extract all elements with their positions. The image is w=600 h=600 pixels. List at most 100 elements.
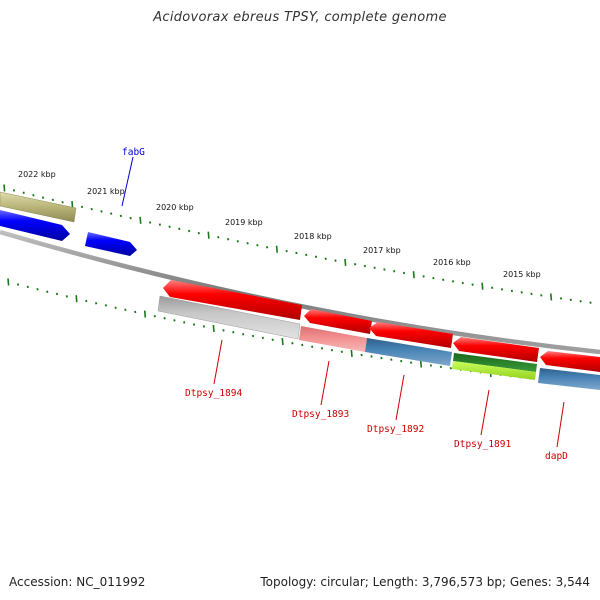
steelblue-feature-1 xyxy=(365,338,452,366)
upper-minor-tick xyxy=(61,200,64,204)
dtpsy-1891-leader-line xyxy=(480,389,490,436)
scale-label-2022: 2022 kbp xyxy=(18,170,56,179)
accession-text: Accession: NC_011992 xyxy=(9,575,146,589)
upper-major-tick xyxy=(207,231,210,239)
lower-minor-tick xyxy=(192,323,196,326)
lower-minor-tick xyxy=(330,348,334,352)
upper-minor-tick xyxy=(383,268,386,271)
olive-feature xyxy=(0,191,77,223)
lower-minor-tick xyxy=(291,342,294,345)
upper-minor-tick xyxy=(295,251,298,255)
upper-minor-tick xyxy=(569,298,572,302)
lower-minor-tick xyxy=(301,343,304,347)
lower-major-tick xyxy=(75,295,78,303)
upper-tick-ring xyxy=(3,184,592,304)
dtpsy-1893-gene-arrow xyxy=(304,309,372,334)
upper-minor-tick xyxy=(559,297,563,300)
upper-minor-tick xyxy=(51,198,55,202)
map-title: Acidovorax ebreus TPSY, complete genome xyxy=(153,10,447,25)
lower-major-tick xyxy=(281,337,284,346)
upper-minor-tick xyxy=(540,294,543,297)
lower-major-tick xyxy=(143,310,147,318)
upper-minor-tick xyxy=(187,229,191,233)
lower-minor-tick xyxy=(390,358,393,361)
lower-minor-tick xyxy=(340,350,343,353)
lower-minor-tick xyxy=(153,315,156,318)
upper-minor-tick xyxy=(324,257,327,260)
lower-minor-tick xyxy=(370,355,373,358)
gene-label-fabg[interactable]: fabG xyxy=(122,147,145,158)
lower-minor-tick xyxy=(222,329,225,332)
upper-minor-tick xyxy=(314,255,318,259)
lime-feature xyxy=(452,361,536,380)
upper-minor-tick xyxy=(471,283,474,286)
gene-label-dtpsy-1893[interactable]: Dtpsy_1893 xyxy=(292,409,349,420)
lower-minor-tick xyxy=(163,317,166,320)
upper-minor-tick xyxy=(334,259,337,262)
upper-minor-tick xyxy=(226,238,230,241)
upper-major-tick xyxy=(3,184,6,192)
lower-major-tick xyxy=(350,349,353,357)
upper-minor-tick xyxy=(32,193,35,197)
upper-minor-tick xyxy=(530,292,533,296)
gene-label-dtpsy-1894[interactable]: Dtpsy_1894 xyxy=(185,388,242,399)
upper-minor-tick xyxy=(256,244,259,247)
lower-minor-tick xyxy=(46,290,49,293)
lower-minor-tick xyxy=(439,365,443,369)
dapd-leader-line xyxy=(556,401,565,448)
dtpsy-1893-leader-line xyxy=(320,360,330,406)
upper-minor-tick xyxy=(432,276,435,280)
lower-minor-tick xyxy=(85,299,88,303)
upper-minor-tick xyxy=(491,286,494,290)
upper-minor-tick xyxy=(461,281,464,285)
lower-minor-tick xyxy=(261,336,265,340)
lower-minor-tick xyxy=(114,306,117,309)
lower-minor-tick xyxy=(232,331,235,334)
upper-minor-tick xyxy=(197,231,200,235)
upper-major-tick xyxy=(481,282,484,290)
forward-gene-arrow xyxy=(0,210,70,241)
upper-minor-tick xyxy=(579,299,582,303)
lower-minor-tick xyxy=(449,367,452,370)
lower-minor-tick xyxy=(124,308,127,312)
dtpsy-1892-gene-arrow xyxy=(369,322,453,348)
scale-label-2020: 2020 kbp xyxy=(156,203,194,212)
lower-minor-tick xyxy=(183,321,186,324)
upper-minor-tick xyxy=(500,288,504,291)
steelblue-feature-2 xyxy=(538,368,600,390)
gene-label-dapd[interactable]: dapD xyxy=(545,451,568,462)
green-feature xyxy=(453,353,537,372)
pink-feature xyxy=(299,326,367,352)
upper-minor-tick xyxy=(451,280,455,283)
scale-label-2018: 2018 kbp xyxy=(294,232,332,241)
scale-label-2015: 2015 kbp xyxy=(503,270,541,279)
fabg-leader-line xyxy=(121,156,134,207)
scale-labels: 2022 kbp 2021 kbp 2020 kbp 2019 kbp 2018… xyxy=(18,170,541,279)
lower-minor-tick xyxy=(311,345,314,348)
upper-minor-tick xyxy=(589,301,592,304)
lower-minor-tick xyxy=(65,295,68,298)
dtpsy-1891-gene-arrow xyxy=(453,337,539,362)
lower-minor-tick xyxy=(94,301,98,305)
lower-minor-tick xyxy=(55,292,59,296)
upper-major-tick xyxy=(275,245,278,253)
upper-minor-tick xyxy=(265,245,269,249)
lower-minor-tick xyxy=(409,361,413,364)
upper-minor-tick xyxy=(217,235,220,239)
upper-minor-tick xyxy=(393,270,396,273)
lower-minor-tick xyxy=(380,356,383,360)
upper-minor-tick xyxy=(402,271,406,275)
genome-summary-text: Topology: circular; Length: 3,796,573 bp… xyxy=(260,575,590,589)
upper-minor-tick xyxy=(41,196,45,199)
lower-minor-tick xyxy=(104,304,108,307)
dtpsy-1894-gene-arrow xyxy=(163,280,302,320)
upper-minor-tick xyxy=(22,191,25,195)
upper-major-tick xyxy=(139,216,142,224)
dtpsy-1892-leader-line xyxy=(395,374,405,421)
gene-label-dtpsy-1892[interactable]: Dtpsy_1892 xyxy=(367,424,424,435)
upper-minor-tick xyxy=(285,249,288,253)
upper-minor-tick xyxy=(12,189,16,192)
upper-minor-tick xyxy=(168,225,171,229)
gene-label-dtpsy-1891[interactable]: Dtpsy_1891 xyxy=(454,439,511,450)
upper-minor-tick xyxy=(90,207,93,211)
